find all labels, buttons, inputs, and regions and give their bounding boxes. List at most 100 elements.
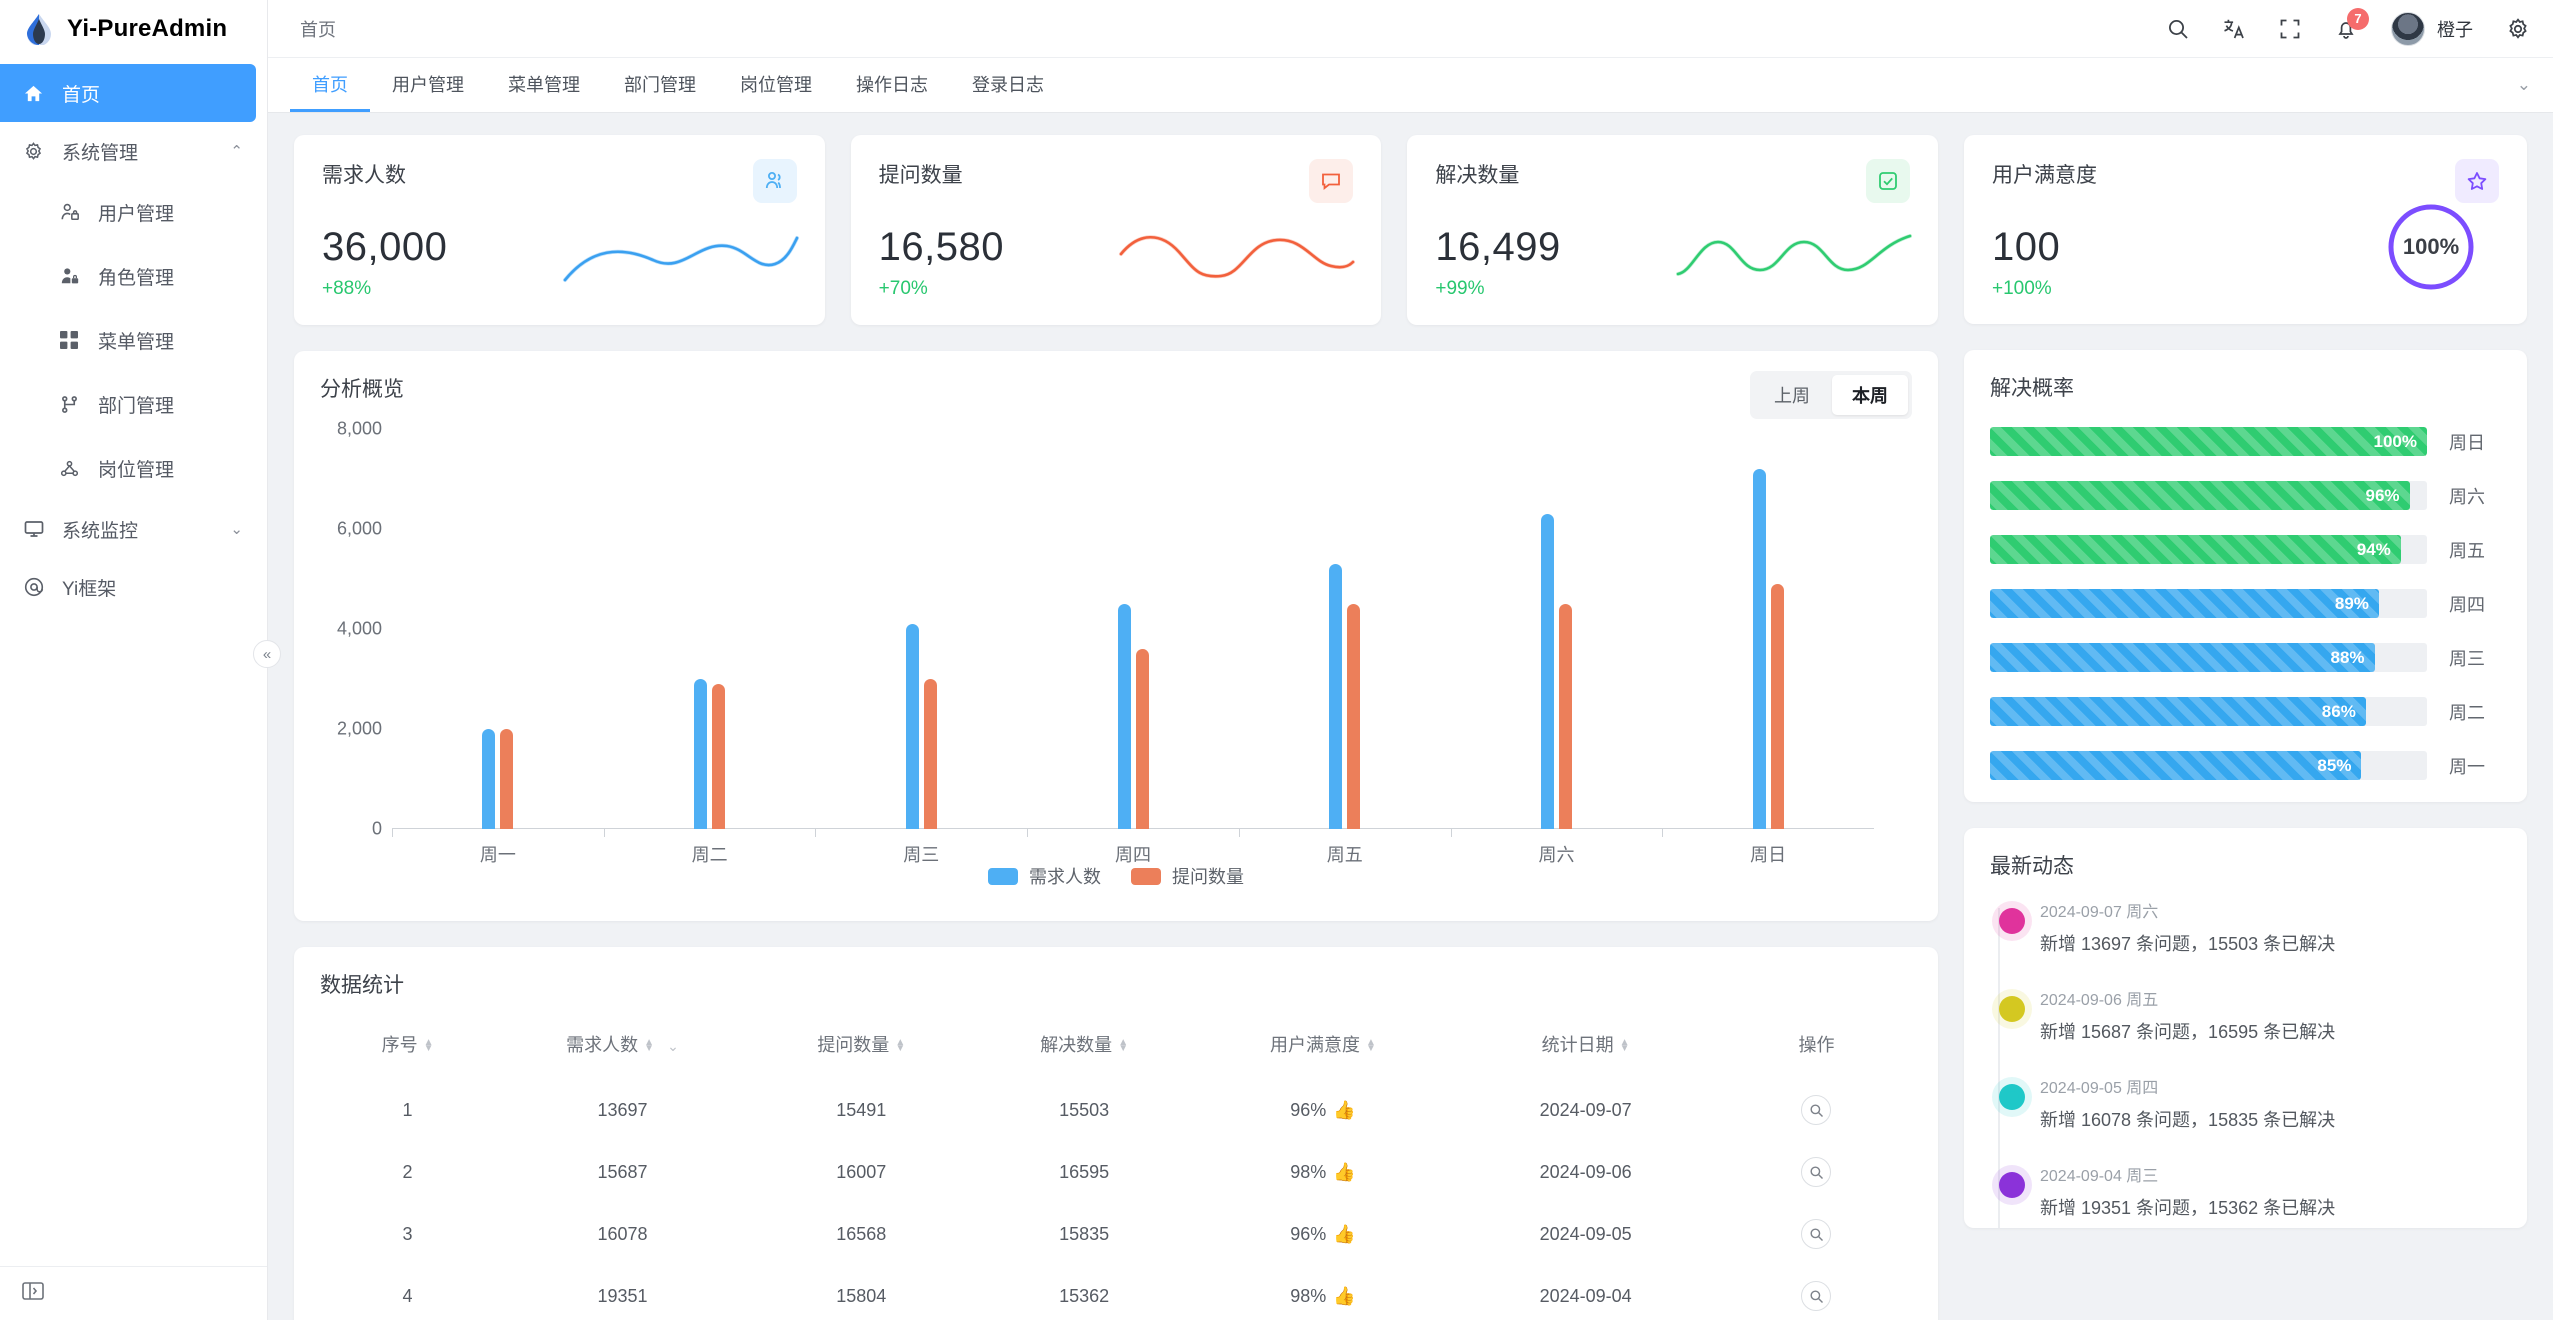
- col-satisfaction[interactable]: 用户满意度 ▲ ▼: [1269, 1035, 1376, 1055]
- solve-rate-row: 89% 周四: [1990, 589, 2501, 618]
- bar-group[interactable]: [1662, 429, 1874, 837]
- sidebar-item-yi-framework[interactable]: Yi框架: [0, 558, 267, 616]
- timeline-text: 新增 19351 条问题，15362 条已解决: [2040, 1198, 2336, 1218]
- y-tick-label: 0: [371, 818, 382, 839]
- table-header-row: 序号 ▲ ▼ 需求人数 ▲ ▼ ⌄ 提问数量 ▲ ▼: [320, 1021, 1912, 1079]
- settings-gear-icon[interactable]: [2507, 17, 2529, 40]
- fullscreen-icon[interactable]: [2279, 18, 2301, 40]
- sidebar-item-system-management[interactable]: 系统管理 ⌃: [0, 122, 267, 180]
- sort-icon: ▲ ▼: [895, 1037, 906, 1055]
- tab-user-management[interactable]: 用户管理: [392, 74, 464, 95]
- sidebar-item-role-management[interactable]: 角色管理: [36, 244, 267, 308]
- legend-label: 需求人数: [1029, 867, 1101, 887]
- data-table-card: 数据统计 序号 ▲ ▼ 需求人数 ▲ ▼ ⌄: [294, 947, 1938, 1320]
- search-icon[interactable]: [1801, 1157, 1832, 1187]
- search-icon[interactable]: [1801, 1095, 1832, 1125]
- col-date[interactable]: 统计日期 ▲ ▼: [1541, 1035, 1630, 1055]
- x-tick-label: 周六: [1538, 845, 1575, 865]
- bar-group[interactable]: [392, 429, 604, 837]
- cell-ask: 15804: [836, 1285, 887, 1306]
- user-menu[interactable]: 橙子: [2391, 11, 2473, 46]
- cell-ask: 16007: [836, 1161, 887, 1182]
- sparkline-solved: [1674, 226, 1914, 291]
- seg-this-week[interactable]: 本周: [1832, 375, 1908, 415]
- username: 橙子: [2437, 19, 2473, 40]
- dashboard-content: 需求人数 36,000 +88%: [268, 113, 2553, 1320]
- sidebar-item-system-monitor[interactable]: 系统监控 ⌄: [0, 500, 267, 558]
- col-solve[interactable]: 解决数量 ▲ ▼: [1040, 1035, 1129, 1055]
- progress-track: 100%: [1990, 427, 2427, 456]
- table-row[interactable]: 2 15687 16007 16595 98% 👍 2024-09-06: [320, 1141, 1912, 1203]
- timeline-date: 2024-09-05 周四: [2040, 1080, 2159, 1097]
- cell-ask: 15491: [836, 1099, 887, 1120]
- seg-last-week[interactable]: 上周: [1774, 386, 1810, 406]
- col-no[interactable]: 序号 ▲ ▼: [381, 1035, 434, 1055]
- bar-questions: [500, 729, 514, 829]
- sidebar-item-menu-management[interactable]: 菜单管理: [36, 308, 267, 372]
- brand[interactable]: Yi-PureAdmin: [0, 0, 267, 58]
- tab-more-chevron-down-icon[interactable]: ⌄: [2516, 75, 2531, 94]
- bar-questions: [1135, 649, 1149, 829]
- tab-operation-log[interactable]: 操作日志: [856, 74, 928, 95]
- table-row[interactable]: 1 13697 15491 15503 96% 👍 2024-09-07: [320, 1079, 1912, 1141]
- right-column: 用户满意度 100 +100% 100: [1964, 135, 2527, 1228]
- thumbs-up-icon: 👍: [1333, 1161, 1356, 1182]
- sidebar-item-label: 部门管理: [98, 395, 175, 417]
- search-icon[interactable]: [1801, 1281, 1832, 1311]
- sidebar-footer: [0, 1266, 267, 1320]
- sidebar-item-label: 岗位管理: [98, 459, 175, 481]
- timeline-list: 2024-09-07 周六 新增 13697 条问题，15503 条已解决 2024…: [1990, 898, 2501, 1228]
- star-icon: [2455, 159, 2499, 203]
- progress-track: 96%: [1990, 481, 2427, 510]
- legend-item-questions[interactable]: 提问数量: [1131, 863, 1244, 889]
- cell-action: [1721, 1141, 1912, 1203]
- cell-ask: 16568: [836, 1223, 887, 1244]
- thumbs-up-icon: 👍: [1333, 1099, 1356, 1120]
- cell-no: 1: [402, 1099, 413, 1120]
- cell-demand: 19351: [597, 1285, 648, 1306]
- progress-label: 96%: [2365, 485, 2400, 505]
- col-ask[interactable]: 提问数量 ▲ ▼: [817, 1035, 906, 1055]
- table-row[interactable]: 4 19351 15804 15362 98% 👍 2024-09-04: [320, 1265, 1912, 1320]
- tab-post-management[interactable]: 岗位管理: [740, 74, 812, 95]
- table-row[interactable]: 3 16078 16568 15835 96% 👍 2024-09-05: [320, 1203, 1912, 1265]
- x-tick: [603, 829, 605, 837]
- search-icon[interactable]: [2167, 18, 2189, 40]
- bar-questions: [923, 679, 937, 829]
- sidebar-collapse-button[interactable]: «: [253, 640, 281, 668]
- tab-menu-management[interactable]: 菜单管理: [508, 74, 580, 95]
- timeline-text: 新增 15687 条问题，16595 条已解决: [2040, 1022, 2336, 1042]
- col-demand[interactable]: 需求人数 ▲ ▼ ⌄: [566, 1035, 679, 1055]
- tab-department-management[interactable]: 部门管理: [624, 74, 696, 95]
- bar-group[interactable]: [1238, 429, 1451, 837]
- cell-date: 2024-09-05: [1539, 1223, 1632, 1244]
- ring-label: 100%: [2403, 234, 2459, 259]
- tab-home[interactable]: 首页: [290, 58, 370, 112]
- bar-group[interactable]: [815, 429, 1027, 837]
- progress-fill: 89%: [1990, 589, 2379, 618]
- sidebar-item-label: 角色管理: [98, 267, 175, 289]
- stat-delta: +88%: [322, 278, 372, 299]
- progress-track: 85%: [1990, 751, 2427, 780]
- sidebar-item-user-management[interactable]: 用户管理: [36, 180, 267, 244]
- bar-group[interactable]: [603, 429, 816, 837]
- filter-chevron-down-icon: ⌄: [667, 1038, 679, 1054]
- x-tick: [1450, 829, 1452, 837]
- progress-label: 94%: [2356, 539, 2391, 559]
- stat-card-row: 需求人数 36,000 +88%: [294, 135, 1939, 325]
- tab-login-log[interactable]: 登录日志: [972, 74, 1044, 95]
- translate-icon[interactable]: [2223, 18, 2245, 40]
- breadcrumb[interactable]: 首页: [300, 19, 336, 40]
- bar-group[interactable]: [1027, 429, 1239, 837]
- bar-questions: [1558, 604, 1572, 829]
- timeline-text: 新增 13697 条问题，15503 条已解决: [2040, 934, 2336, 954]
- sidebar-item-post-management[interactable]: 岗位管理: [36, 436, 267, 500]
- bar-group[interactable]: [1450, 429, 1663, 837]
- legend-item-demand[interactable]: 需求人数: [988, 863, 1101, 889]
- sidebar-item-home[interactable]: 首页: [0, 64, 256, 122]
- sidebar-item-department-management[interactable]: 部门管理: [36, 372, 267, 436]
- legend-swatch: [988, 867, 1018, 885]
- search-icon[interactable]: [1801, 1219, 1832, 1249]
- panel-toggle-icon[interactable]: [22, 1282, 44, 1305]
- bell-icon[interactable]: 7: [2335, 7, 2369, 40]
